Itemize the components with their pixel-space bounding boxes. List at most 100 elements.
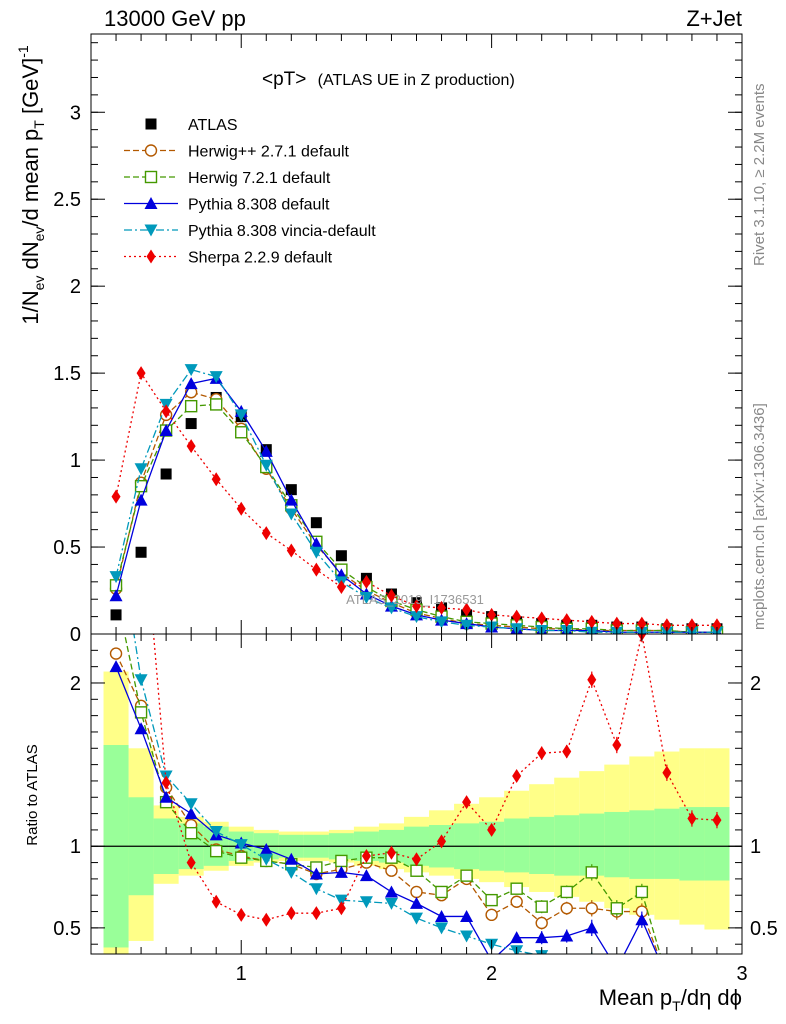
x-tick-label: 2 [486, 963, 497, 985]
ratio-point-pythia-8-308-vincia-default [234, 839, 248, 852]
ratio-point-pythia-8-308-vincia-default [309, 883, 323, 896]
legend-label: Herwig++ 2.7.1 default [188, 144, 350, 161]
ratio-point-pythia-8-308-default [109, 660, 123, 673]
ratio-point-herwig-7-2-1-default [435, 885, 448, 899]
ratio-point-sherpa-2-2-9-default [437, 834, 447, 849]
ratio-point-pythia-8-308-default [610, 962, 623, 974]
data-point-pythia-8-308-vincia-default [109, 571, 123, 584]
legend: ATLAS Herwig++ 2.7.1 default Herwig 7.2.1 … [124, 117, 376, 267]
ratio-uncertainty-bands [103, 671, 730, 954]
side-label-mcplots: mcplots.cern.ch [arXiv:1306.3436] [751, 403, 768, 630]
ratio-y-tick-label: 0.5 [53, 918, 81, 940]
data-point-sherpa-2-2-9-default [211, 472, 221, 487]
data-point-sherpa-2-2-9-default [136, 366, 146, 381]
data-point-sherpa-2-2-9-default [111, 489, 121, 504]
legend-marker [144, 224, 158, 237]
band-inner [504, 818, 530, 873]
ratio-point-pythia-8-308-default [410, 896, 423, 909]
data-point-sherpa-2-2-9-default [261, 526, 271, 541]
ratio-point-pythia-8-308-vincia-default [134, 674, 148, 687]
data-point-sherpa-2-2-9-default [687, 618, 697, 633]
ratio-point-herwig-7-2-1-default [510, 882, 523, 895]
data-point-pythia-8-308-vincia-default [209, 371, 223, 384]
data-point-pythia-8-308-vincia-default [134, 463, 148, 476]
data-point-sherpa-2-2-9-default [361, 574, 371, 589]
data-point-pythia-8-308-vincia-default [184, 364, 198, 377]
data-point-atlas [310, 517, 322, 529]
ratio-point-sherpa-2-2-9-default [311, 906, 321, 921]
data-point-pythia-8-308-vincia-default [259, 459, 273, 472]
ratio-point-sherpa-2-2-9-default [161, 775, 171, 790]
series-sherpa-2-2-9-default [111, 366, 722, 633]
data-point-pythia-8-308-vincia-default [309, 546, 323, 559]
ratio-point-sherpa-2-2-9-default [537, 746, 547, 761]
data-point-atlas [110, 609, 122, 621]
ratio-point-pythia-8-308-default [510, 931, 524, 944]
ratio-point-pythia-8-308-default [134, 722, 148, 735]
data-point-herwig-7-2-1-default [184, 399, 198, 413]
ratio-point-pythia-8-308-vincia-default [184, 798, 198, 811]
ratio-point-pythia-8-308-default [184, 807, 198, 820]
ratio-point-pythia-8-308-vincia-default [359, 896, 373, 909]
legend-entry-pythia-8-308-default: Pythia 8.308 default [124, 197, 330, 214]
ratio-point-sherpa-2-2-9-default [687, 811, 697, 826]
ratio-point-herwig-7-2-1-default [711, 971, 722, 982]
data-point-sherpa-2-2-9-default [161, 404, 171, 419]
legend-entry-herwig-7-2-1-default: Herwig 7.2.1 default [124, 170, 331, 187]
band-inner [554, 815, 580, 876]
ratio-point-sherpa-2-2-9-default [386, 845, 396, 860]
ratio-point-herwig-7-2-1-default [460, 869, 473, 882]
ratio-point-pythia-8-308-default [710, 970, 723, 982]
data-point-sherpa-2-2-9-default [412, 599, 421, 614]
data-point-pythia-8-308-vincia-default [359, 591, 373, 604]
band-inner [529, 816, 555, 874]
watermark: ATLAS_2019_I1736531 [346, 592, 484, 607]
ratio-point-herwig-2-7-1-default [535, 916, 548, 930]
ratio-point-herwig-2-7-1-default [510, 895, 523, 908]
ratio-point-sherpa-2-2-9-default [186, 855, 196, 870]
data-point-pythia-8-308-default [109, 589, 123, 602]
ratio-point-pythia-8-308-vincia-default [334, 894, 348, 907]
data-point-sherpa-2-2-9-default [487, 607, 497, 622]
ratio-point-herwig-2-7-1-default [410, 885, 423, 899]
main-subtitle-text: (ATLAS UE in Z production) [318, 72, 515, 89]
legend-marker [144, 170, 158, 184]
legend-entry-sherpa-2-2-9-default: Sherpa 2.2.9 default [124, 249, 333, 267]
ratio-series-sherpa-2-2-9-default [152, 634, 722, 927]
ratio-point-pythia-8-308-default [159, 790, 173, 803]
ratio-plot-area [91, 634, 742, 982]
ratio-y-tick-label: 1 [70, 836, 81, 858]
ratio-point-sherpa-2-2-9-default [612, 738, 622, 753]
ratio-point-pythia-8-308-vincia-default [635, 963, 648, 975]
main-y-tick-label: 0.5 [53, 537, 81, 559]
legend-marker [144, 197, 158, 209]
header-right: Z+Jet [686, 6, 742, 31]
data-point-pythia-8-308-vincia-default [234, 409, 248, 422]
legend-label: ATLAS [188, 117, 238, 134]
data-point-sherpa-2-2-9-default [462, 602, 472, 617]
data-point-sherpa-2-2-9-default [386, 588, 396, 603]
ratio-point-herwig-2-7-1-default [109, 647, 123, 660]
ratio-point-herwig-7-2-1-default [184, 826, 198, 840]
ratio-point-herwig-7-2-1-default [585, 866, 598, 879]
data-point-sherpa-2-2-9-default [311, 562, 321, 577]
legend-label: Herwig 7.2.1 default [188, 170, 331, 187]
data-point-sherpa-2-2-9-default [336, 580, 346, 595]
band-inner [604, 811, 630, 878]
x-tick-label: 3 [736, 963, 747, 985]
data-point-pythia-8-308-default [159, 424, 173, 437]
ratio-point-sherpa-2-2-9-default [236, 907, 246, 922]
ratio-point-herwig-7-2-1-default [610, 902, 624, 915]
ratio-point-sherpa-2-2-9-default [587, 672, 597, 687]
data-point-atlas [135, 546, 147, 558]
ratio-point-sherpa-2-2-9-default [336, 901, 346, 916]
ratio-point-sherpa-2-2-9-default [261, 912, 271, 927]
ratio-y-tick-label-right: 0.5 [750, 918, 778, 940]
ratio-point-sherpa-2-2-9-default [462, 795, 472, 810]
ratio-point-pythia-8-308-vincia-default [435, 922, 449, 935]
legend-entry-herwig-2-7-1-default: Herwig++ 2.7.1 default [124, 144, 350, 161]
legend-marker [145, 118, 157, 130]
ratio-point-pythia-8-308-default [635, 913, 649, 926]
main-y-tick-label: 1.5 [53, 363, 81, 385]
ratio-point-herwig-2-7-1-default [661, 971, 672, 982]
